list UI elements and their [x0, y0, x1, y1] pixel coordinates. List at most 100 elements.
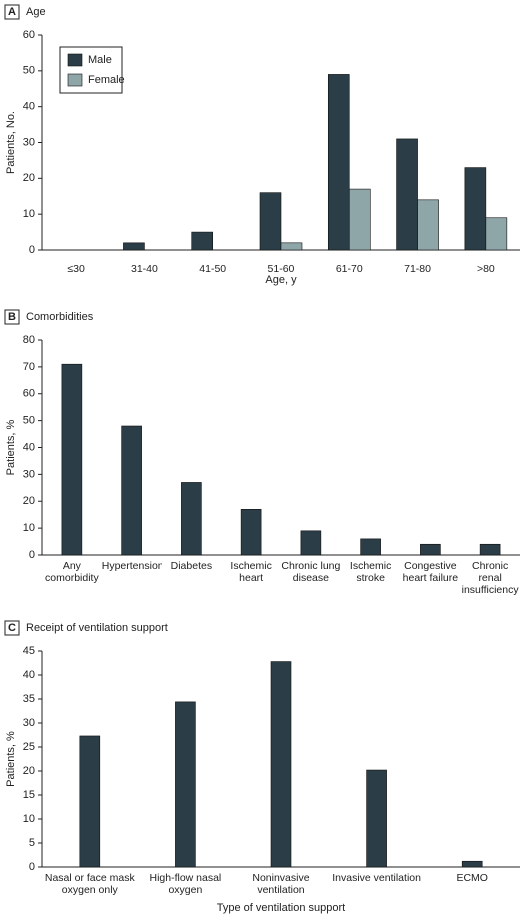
y-tick-label: 30 [23, 136, 35, 148]
panel-title: Comorbidities [26, 311, 94, 323]
y-axis-label: Patients, % [5, 419, 17, 475]
y-tick-label: 70 [23, 361, 35, 373]
x-tick-label: Invasive ventilation [332, 872, 421, 884]
x-tick-label: Hypertension [101, 560, 162, 572]
panel-letter: C [8, 622, 16, 634]
x-tick-label: 51-60 [267, 263, 295, 275]
y-tick-label: 20 [23, 495, 35, 507]
x-tick-label: 41-50 [199, 263, 227, 275]
bar [461, 860, 483, 868]
x-tick-label-box: Ischemic stroke [349, 560, 392, 584]
y-tick-label: 10 [23, 522, 35, 534]
panel-title: Age [26, 6, 46, 18]
x-tick-label-box: Nasal or face mask oxygen only [44, 872, 135, 896]
x-tick-label: >80 [476, 263, 495, 275]
panel-letter: A [8, 6, 16, 18]
x-tick-label-box: Chronic renal insufficiency [461, 560, 519, 596]
bar [280, 242, 303, 251]
bar [181, 482, 202, 556]
panel-letter-box [4, 309, 20, 325]
x-tick-label-box: 31-40 [130, 263, 158, 275]
bar [300, 530, 322, 556]
legend-label: Male [88, 54, 112, 66]
y-tick-label: 50 [23, 65, 35, 77]
y-tick-label: 40 [23, 101, 35, 113]
bar [327, 74, 350, 251]
x-axis-label: Type of ventilation support [217, 902, 345, 914]
x-tick-label: 71-80 [404, 263, 431, 275]
x-tick-label-box: 61-70 [336, 263, 363, 275]
y-tick-label: 40 [23, 441, 35, 453]
x-tick-label: ≤30 [67, 263, 85, 275]
x-tick-label-box: Invasive ventilation [332, 872, 421, 884]
x-tick-label: Chronic lung disease [281, 560, 341, 584]
x-tick-label-box: 51-60 [267, 263, 295, 275]
x-tick-label: Congestive heart failure [402, 560, 459, 584]
y-tick-label: 50 [23, 415, 35, 427]
legend-swatch [67, 73, 83, 87]
legend-label: Female [88, 74, 125, 86]
bar [259, 192, 282, 251]
x-tick-label-box: Congestive heart failure [402, 560, 459, 584]
bar [79, 735, 101, 868]
x-tick-label: 31-40 [130, 263, 158, 275]
bar [240, 509, 262, 556]
x-tick-label: ECMO [456, 872, 488, 884]
x-tick-label-box: >80 [476, 263, 495, 275]
bar [420, 543, 441, 556]
y-tick-label: 60 [23, 388, 35, 400]
bar [123, 242, 145, 251]
x-tick-label: Chronic renal insufficiency [461, 560, 519, 596]
bar [61, 363, 83, 556]
x-tick-label-box: 71-80 [404, 263, 431, 275]
bar [366, 769, 387, 868]
bar [348, 188, 371, 251]
x-tick-label-box: Noninvasive ventilation [252, 872, 310, 896]
legend-swatch [67, 53, 83, 67]
y-tick-label: 25 [23, 741, 35, 753]
x-tick-label: Ischemic stroke [349, 560, 392, 584]
bar [417, 199, 439, 251]
bar [485, 217, 508, 251]
panel-letter-box [4, 4, 20, 20]
bar [464, 167, 487, 251]
x-tick-label-box: Any comorbidity [45, 560, 99, 584]
bar [191, 231, 214, 251]
y-tick-label: 35 [23, 693, 35, 705]
x-tick-label: Any comorbidity [45, 560, 99, 584]
bar [360, 538, 381, 556]
y-tick-label: 0 [29, 861, 35, 873]
x-tick-label-box: Ischemic heart [230, 560, 272, 584]
y-tick-label: 0 [29, 549, 35, 561]
x-tick-label-box: ECMO [456, 872, 488, 884]
bar [175, 701, 196, 868]
x-tick-label: High-flow nasal oxygen [149, 872, 222, 896]
y-tick-label: 5 [29, 837, 35, 849]
x-tick-label: Noninvasive ventilation [252, 872, 310, 896]
y-tick-label: 10 [23, 813, 35, 825]
x-tick-label: Nasal or face mask oxygen only [44, 872, 135, 896]
bar [479, 543, 501, 556]
y-tick-label: 20 [23, 172, 35, 184]
x-tick-label-box: ≤30 [67, 263, 85, 275]
x-tick-label-box: Hypertension [101, 560, 162, 572]
y-axis-label: Patients, % [5, 731, 17, 787]
bar [121, 425, 142, 556]
x-tick-label-box: 41-50 [199, 263, 227, 275]
x-axis-label: Age, y [265, 274, 297, 286]
bar [270, 661, 292, 868]
x-tick-label-box: High-flow nasal oxygen [149, 872, 222, 896]
y-tick-label: 15 [23, 789, 35, 801]
x-tick-label: Ischemic heart [230, 560, 272, 584]
x-tick-label-box: Diabetes [170, 560, 213, 572]
y-tick-label: 80 [23, 334, 35, 346]
x-tick-label: Diabetes [170, 560, 213, 572]
y-tick-label: 45 [23, 645, 35, 657]
y-tick-label: 60 [23, 29, 35, 41]
y-tick-label: 0 [29, 244, 35, 256]
panel-title: Receipt of ventilation support [26, 622, 168, 634]
y-tick-label: 30 [23, 717, 35, 729]
y-tick-label: 30 [23, 468, 35, 480]
bar [396, 138, 418, 251]
